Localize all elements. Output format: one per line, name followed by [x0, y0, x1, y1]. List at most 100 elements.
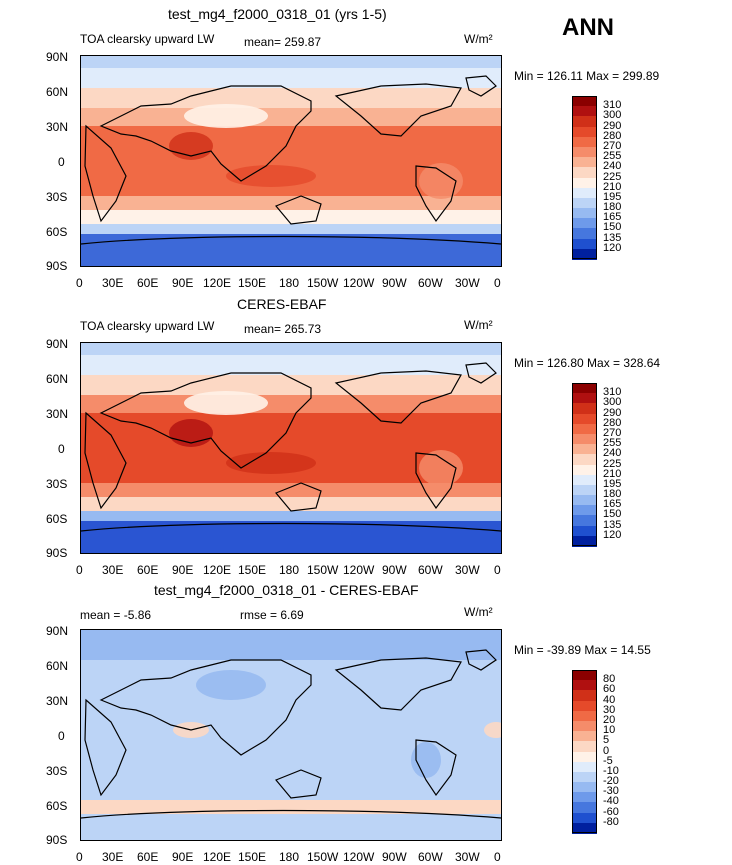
- colorbar-swatch: [572, 535, 597, 547]
- colorbar-swatch: [572, 741, 597, 752]
- colorbar-swatch: [572, 690, 597, 702]
- lon-tick-label: 60W: [418, 276, 443, 290]
- lon-tick-label: 120E: [203, 563, 232, 577]
- lon-tick-label: 90W: [382, 850, 407, 864]
- colorbar-tick-label: 280: [603, 416, 622, 429]
- colorbar-swatch: [572, 208, 597, 219]
- colorbar-swatch: [572, 782, 597, 793]
- colorbar-swatch: [572, 218, 597, 229]
- colorbar-tick-label: -20: [603, 775, 619, 788]
- lon-tick-label: 60E: [137, 850, 159, 864]
- colorbar-tick-label: 80: [603, 673, 616, 686]
- units-label: W/m²: [464, 318, 493, 332]
- colorbar-tick-label: 5: [603, 734, 610, 747]
- lat-tick-label: 90S: [46, 546, 68, 560]
- colorbar-tick-label: 300: [603, 396, 622, 409]
- colorbar-swatch: [572, 433, 597, 445]
- lon-tick-label: 60E: [137, 276, 159, 290]
- colorbar-tick-label: 0: [603, 744, 610, 757]
- units-label: W/m²: [464, 32, 493, 46]
- colorbar-swatch: [572, 126, 597, 138]
- colorbar-swatch: [572, 751, 597, 763]
- colorbar-tick-label: 30: [603, 703, 616, 716]
- colorbar-tick-label: 255: [603, 437, 622, 450]
- mean-label: mean= 265.73: [244, 322, 322, 336]
- lon-tick-label: 120W: [343, 563, 375, 577]
- lon-tick-label: 180: [279, 850, 300, 864]
- global-map: [80, 342, 502, 554]
- colorbar-swatch: [572, 474, 597, 486]
- colorbar-swatch: [572, 710, 597, 722]
- panel-title: test_mg4_f2000_0318_01 - CERES-EBAF: [154, 582, 419, 598]
- lon-tick-label: 180: [279, 563, 300, 577]
- lon-tick-label: 150E: [238, 563, 267, 577]
- colorbar-swatch: [572, 505, 597, 516]
- colorbar-swatch: [572, 116, 597, 128]
- lon-tick-label: 30W: [455, 563, 480, 577]
- lon-tick-label: 150E: [238, 276, 267, 290]
- colorbar-swatch: [572, 792, 597, 803]
- lat-tick-label: 90N: [46, 624, 69, 638]
- lat-tick-label: 0: [58, 155, 65, 169]
- colorbar-tick-label: 290: [603, 119, 622, 132]
- colorbar-swatch: [572, 484, 597, 496]
- lon-tick-label: 150W: [307, 276, 339, 290]
- lat-tick-label: 30S: [46, 190, 68, 204]
- colorbar-tick-label: -30: [603, 785, 619, 798]
- lat-tick-label: 60S: [46, 512, 68, 526]
- lat-tick-label: 60N: [46, 659, 69, 673]
- lat-tick-label: 30S: [46, 764, 68, 778]
- min-max-label: Min = -39.89 Max = 14.55: [514, 643, 651, 657]
- colorbar-swatch: [572, 136, 597, 148]
- colorbar-tick-label: 120: [603, 241, 622, 254]
- colorbar: 310 300 290 280 270 255 240 225 210 195 180 165 150 1…: [572, 383, 621, 547]
- colorbar-tick-label: 180: [603, 488, 622, 501]
- lon-tick-label: 150E: [238, 850, 267, 864]
- lon-tick-label: 120E: [203, 850, 232, 864]
- colorbar-tick-label: -60: [603, 805, 619, 818]
- lon-tick-label: 90E: [172, 276, 194, 290]
- lat-tick-label: 60S: [46, 799, 68, 813]
- colorbar-tick-label: 310: [603, 99, 622, 112]
- colorbar-tick-label: 290: [603, 406, 622, 419]
- colorbar-swatch: [572, 731, 597, 742]
- colorbar-tick-label: 310: [603, 386, 622, 399]
- lon-tick-label: 180: [279, 276, 300, 290]
- colorbar-swatch: [572, 248, 597, 260]
- colorbar-tick-label: 135: [603, 231, 622, 244]
- lon-tick-label: 120W: [343, 276, 375, 290]
- season-label: ANN: [562, 14, 614, 41]
- colorbar-swatch: [572, 167, 597, 178]
- lat-tick-label: 60N: [46, 85, 69, 99]
- colorbar-swatch: [572, 525, 597, 537]
- colorbar-swatch: [572, 812, 597, 824]
- colorbar-swatch: [572, 393, 597, 404]
- colorbar-swatch: [572, 515, 597, 527]
- colorbar-swatch: [572, 96, 597, 107]
- variable-label: TOA clearsky upward LW: [80, 319, 215, 333]
- colorbar-tick-label: -80: [603, 815, 619, 828]
- lon-tick-label: 30E: [102, 276, 124, 290]
- lat-tick-label: 90N: [46, 337, 69, 351]
- lon-tick-label: 150W: [307, 850, 339, 864]
- mean-label: mean= 259.87: [244, 35, 322, 49]
- lat-tick-label: 0: [58, 729, 65, 743]
- colorbar-swatch: [572, 423, 597, 435]
- colorbar-tick-label: 270: [603, 139, 622, 152]
- colorbar-tick-label: 150: [603, 508, 622, 521]
- colorbar-tick-label: 10: [603, 724, 616, 737]
- lon-tick-label: 120W: [343, 850, 375, 864]
- lat-tick-label: 0: [58, 442, 65, 456]
- colorbar-swatch: [572, 464, 597, 476]
- colorbar-tick-label: 195: [603, 190, 622, 203]
- colorbar-tick-label: 60: [603, 683, 616, 696]
- colorbar-tick-label: -10: [603, 764, 619, 777]
- colorbar-tick-label: 210: [603, 180, 622, 193]
- min-max-label: Min = 126.11 Max = 299.89: [514, 69, 660, 83]
- colorbar-tick-label: 135: [603, 518, 622, 531]
- min-max-label: Min = 126.80 Max = 328.64: [514, 356, 661, 370]
- colorbar-tick-label: 225: [603, 457, 622, 470]
- lon-tick-label: 90W: [382, 276, 407, 290]
- lon-tick-label: 0: [76, 850, 83, 864]
- colorbar-swatch: [572, 403, 597, 415]
